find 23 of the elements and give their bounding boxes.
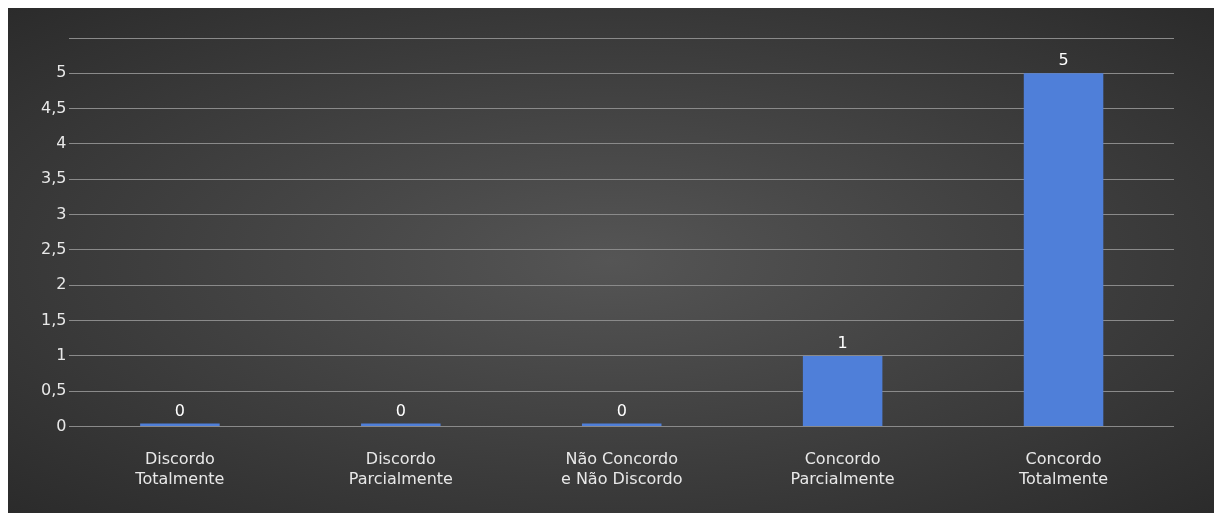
y-tick-label: 3	[56, 203, 67, 223]
y-tick-label: 4	[56, 133, 67, 153]
y-tick-label: 4,5	[40, 97, 67, 117]
y-tick-label: 0,5	[40, 380, 67, 400]
y-tick-label: 0	[56, 415, 67, 435]
y-tick-label: 2	[56, 274, 67, 294]
x-tick-label: Não Concordo e Não Discordo	[560, 449, 683, 488]
x-tick-label: Discordo Parcialmente	[348, 449, 453, 488]
data-label: 0	[174, 400, 185, 420]
x-tick-label: Concordo Totalmente	[1018, 449, 1109, 488]
data-label: 5	[1058, 50, 1069, 70]
y-tick-label: 1	[56, 345, 67, 365]
x-tick-label: Discordo Totalmente	[134, 449, 225, 488]
y-tick-label: 3,5	[40, 168, 67, 188]
data-label: 0	[395, 400, 406, 420]
data-label: 1	[837, 333, 848, 353]
bar	[802, 355, 883, 427]
y-tick-label: 5	[56, 62, 67, 82]
y-tick-label: 1,5	[40, 309, 67, 329]
bar	[1023, 73, 1104, 427]
y-tick-label: 2,5	[40, 239, 67, 259]
x-tick-label: Concordo Parcialmente	[790, 449, 895, 488]
data-label: 0	[616, 400, 627, 420]
